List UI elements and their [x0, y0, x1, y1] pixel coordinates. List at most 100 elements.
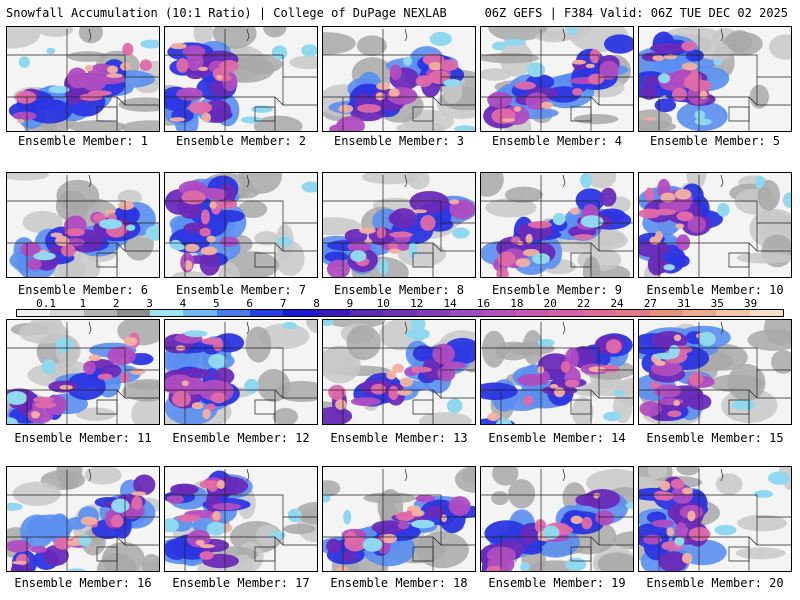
ensemble-member-map: [164, 172, 318, 278]
ensemble-member-map: [638, 319, 792, 425]
colorbar-tick-label: 12: [410, 297, 424, 310]
colorbar-segment: [583, 310, 617, 316]
colorbar-tick-label: 4: [179, 297, 187, 310]
ensemble-member-label: Ensemble Member: 13: [330, 431, 468, 445]
ensemble-member-map: [322, 26, 476, 132]
snowfall-map-graphic: [481, 27, 633, 131]
ensemble-member-label: Ensemble Member: 14: [488, 431, 626, 445]
ensemble-member-map: [480, 466, 634, 572]
colorbar-segment: [316, 310, 350, 316]
colorbar-segment: [50, 310, 84, 316]
snowfall-map-graphic: [165, 173, 317, 277]
colorbar-segment: [17, 310, 51, 316]
ensemble-member-label: Ensemble Member: 10: [646, 283, 784, 297]
colorbar-tick-label: 22: [577, 297, 591, 310]
colorbar-tick-label: 39: [743, 297, 758, 310]
ensemble-member-label: Ensemble Member: 17: [172, 576, 310, 590]
colorbar-tick-label: 18: [510, 297, 524, 310]
ensemble-member-map: [6, 26, 160, 132]
snowfall-map-graphic: [639, 320, 791, 424]
colorbar-segment: [649, 310, 683, 316]
colorbar-segment: [616, 310, 650, 316]
ensemble-member-map: [480, 319, 634, 425]
ensemble-member-label: Ensemble Member: 6: [17, 283, 149, 297]
snowfall-map-graphic: [639, 467, 791, 571]
colorbar-tick-label: 1: [79, 297, 87, 310]
snowfall-map-graphic: [639, 27, 791, 131]
snowfall-map-graphic: [481, 173, 633, 277]
ensemble-member-label: Ensemble Member: 16: [14, 576, 152, 590]
colorbar-segment: [83, 310, 117, 316]
colorbar-tick-label: 5: [213, 297, 220, 310]
snowfall-colorbar: [16, 309, 784, 317]
ensemble-member-map: [164, 319, 318, 425]
colorbar-tick-label: 10: [376, 297, 390, 310]
ensemble-member-label: Ensemble Member: 19: [488, 576, 626, 590]
snowfall-map-graphic: [323, 320, 475, 424]
ensemble-member-label: Ensemble Member: 9: [491, 283, 623, 297]
ensemble-member-label: Ensemble Member: 15: [646, 431, 784, 445]
snowfall-map-graphic: [165, 320, 317, 424]
snowfall-map-graphic: [7, 320, 159, 424]
ensemble-member-map: [638, 466, 792, 572]
model-run-info: 06Z GEFS | F384 Valid: 06Z TUE DEC 02 20…: [484, 6, 788, 20]
colorbar-segment: [216, 310, 251, 316]
colorbar-tick-label: 27: [643, 297, 658, 310]
colorbar-segment: [183, 310, 217, 316]
colorbar-tick-label: 7: [279, 297, 287, 310]
snowfall-map-graphic: [639, 173, 791, 277]
colorbar-tick-label: 3: [146, 297, 153, 310]
colorbar-segment: [250, 310, 284, 316]
ensemble-member-map: [164, 466, 318, 572]
ensemble-member-map: [322, 319, 476, 425]
colorbar-tick-label: 0.1: [36, 297, 56, 310]
ensemble-member-map: [164, 26, 318, 132]
ensemble-member-map: [322, 172, 476, 278]
colorbar-tick-label: 31: [677, 297, 691, 310]
ensemble-member-label: Ensemble Member: 18: [330, 576, 468, 590]
ensemble-member-map: [480, 26, 634, 132]
colorbar-tick-label: 35: [710, 297, 724, 310]
colorbar-segment: [549, 310, 584, 316]
ensemble-member-label: Ensemble Member: 4: [491, 134, 623, 148]
map-title: Snowfall Accumulation (10:1 Ratio) | Col…: [6, 6, 447, 20]
colorbar-segment: [416, 310, 450, 316]
colorbar-segment: [283, 310, 317, 316]
snowfall-map-graphic: [7, 173, 159, 277]
snowfall-map-graphic: [481, 320, 633, 424]
colorbar-segment: [449, 310, 484, 316]
ensemble-member-label: Ensemble Member: 12: [172, 431, 310, 445]
colorbar-tick-label: 24: [610, 297, 624, 310]
colorbar-segment: [682, 310, 717, 316]
ensemble-member-label: Ensemble Member: 20: [646, 576, 784, 590]
snowfall-map-graphic: [481, 467, 633, 571]
ensemble-member-map: [322, 466, 476, 572]
colorbar-tick-label: 2: [112, 297, 120, 310]
ensemble-member-map: [480, 172, 634, 278]
ensemble-member-map: [6, 172, 160, 278]
colorbar-segment: [116, 310, 151, 316]
colorbar-segment: [383, 310, 417, 316]
colorbar-tick-label: 9: [346, 297, 354, 310]
colorbar-tick-label: 20: [543, 297, 557, 310]
ensemble-member-map: [638, 26, 792, 132]
ensemble-member-map: [6, 466, 160, 572]
colorbar-tick-label: 8: [313, 297, 320, 310]
snowfall-map-graphic: [323, 467, 475, 571]
ensemble-member-label: Ensemble Member: 1: [17, 134, 149, 148]
snowfall-map-graphic: [165, 27, 317, 131]
ensemble-member-label: Ensemble Member: 7: [175, 283, 307, 297]
colorbar-tick-label: 6: [246, 297, 254, 310]
ensemble-member-label: Ensemble Member: 8: [333, 283, 465, 297]
colorbar-segment: [349, 310, 384, 316]
snowfall-map-graphic: [323, 173, 475, 277]
ensemble-member-label: Ensemble Member: 11: [14, 431, 152, 445]
snowfall-map-graphic: [7, 27, 159, 131]
snowfall-map-graphic: [165, 467, 317, 571]
colorbar-tick-label: 14: [443, 297, 457, 310]
colorbar-segment: [716, 310, 750, 316]
colorbar-segment: [516, 310, 550, 316]
ensemble-member-map: [6, 319, 160, 425]
colorbar-segment: [749, 310, 783, 316]
snowfall-map-graphic: [323, 27, 475, 131]
